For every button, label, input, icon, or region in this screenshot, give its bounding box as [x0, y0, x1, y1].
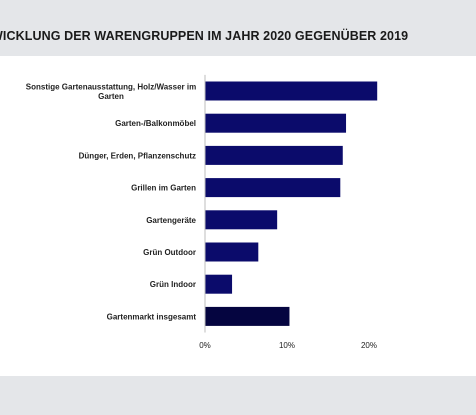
bar-0: [205, 81, 378, 101]
category-label-5: Grün Outdoor: [143, 248, 196, 257]
chart-title: WICKLUNG DER WARENGRUPPEN IM JAHR 2020 G…: [0, 29, 409, 43]
category-label-7: Gartenmarkt insgesamt: [107, 312, 197, 321]
bar-1: [205, 113, 347, 133]
bar-7: [205, 306, 290, 326]
category-label-0: Sonstige Gartenausstattung, Holz/Wasser …: [26, 82, 196, 101]
category-label-2: Dünger, Erden, Pflanzenschutz: [79, 151, 196, 160]
category-label-4: Gartengeräte: [146, 216, 196, 225]
bar-2: [205, 145, 343, 165]
category-label-3: Grillen im Garten: [131, 184, 196, 193]
x-tick-label-0: 0%: [199, 341, 211, 350]
header-band: [0, 0, 476, 56]
bar-3: [205, 178, 341, 198]
bar-chart: Sonstige Gartenausstattung, Holz/Wasser …: [26, 74, 378, 350]
category-label-6: Grün Indoor: [150, 280, 196, 289]
bar-6: [205, 274, 233, 294]
x-tick-label-2: 20%: [361, 341, 377, 350]
footer-band: [0, 376, 476, 415]
x-tick-label-1: 10%: [279, 341, 295, 350]
bar-4: [205, 210, 278, 230]
category-label-1: Garten-/Balkonmöbel: [115, 119, 196, 128]
bar-5: [205, 242, 259, 262]
